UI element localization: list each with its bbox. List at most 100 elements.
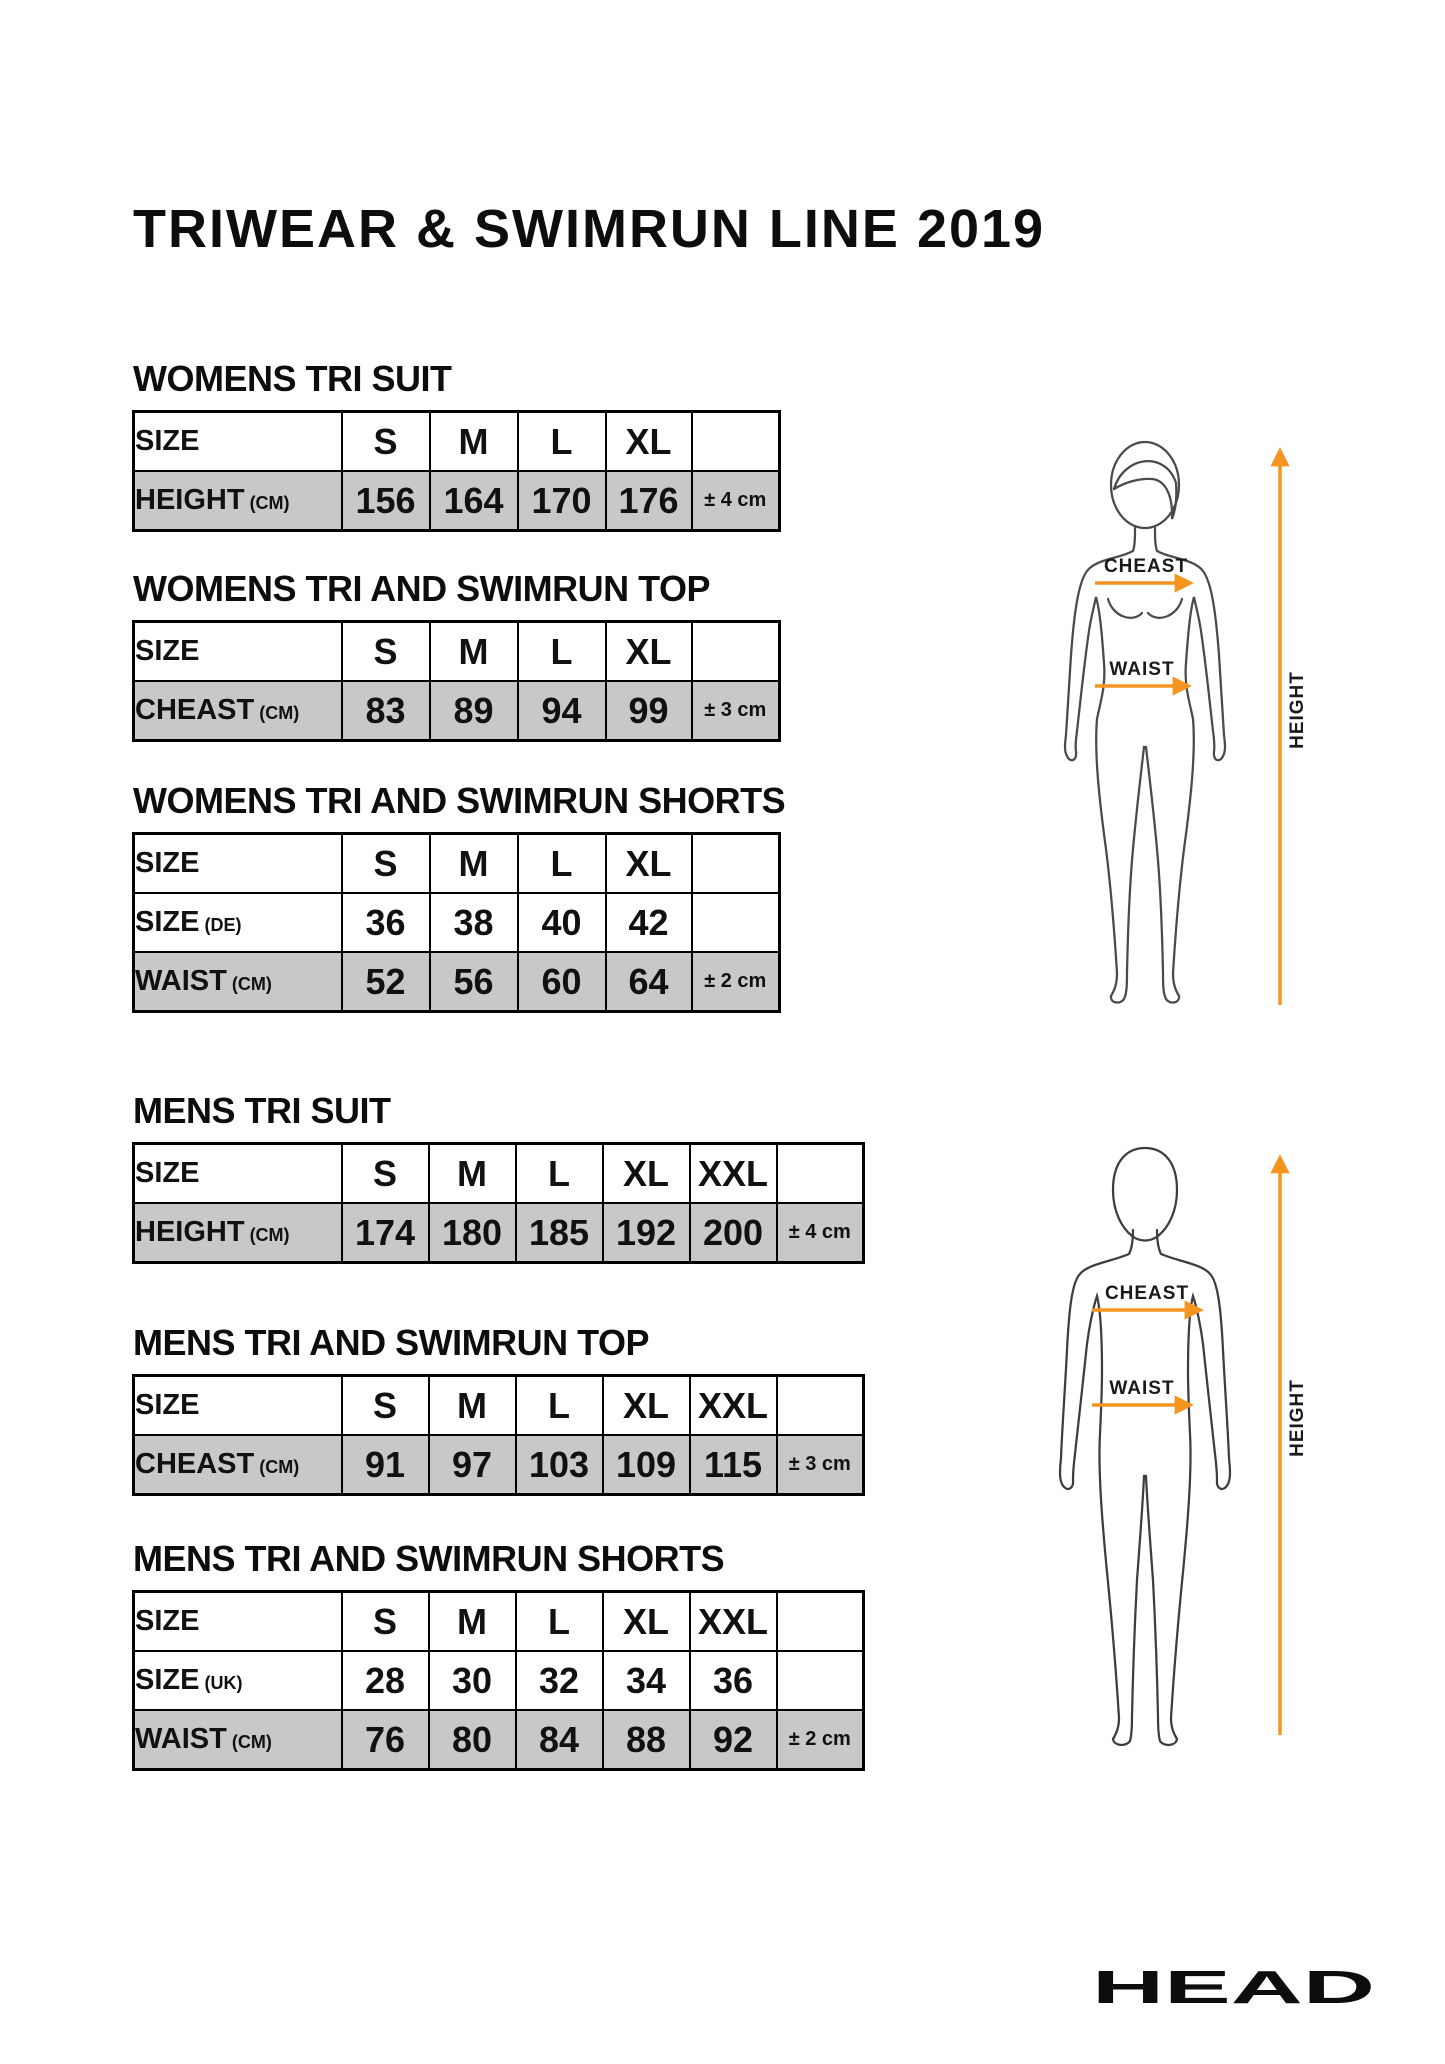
section-heading: MENS TRI SUIT	[133, 1090, 391, 1131]
size-header-label: SIZE	[132, 1374, 343, 1436]
row-unit: (CM)	[249, 493, 290, 513]
value-cell: 200	[688, 1202, 778, 1264]
table-row-cheast: CHEAST (CM) 83 89 94 99 ± 3 cm	[132, 680, 781, 742]
size-header-label: SIZE	[132, 1142, 343, 1204]
value-cell: 170	[516, 470, 607, 532]
size-col-m: M	[427, 1142, 517, 1204]
size-col-m: M	[427, 1590, 517, 1652]
value-cell: 76	[340, 1709, 430, 1771]
row-unit: (CM)	[249, 1225, 290, 1245]
row-label: HEIGHT	[135, 1216, 245, 1248]
table-header-row: SIZE S M L XL XXL	[132, 1590, 865, 1652]
row-label: CHEAST	[135, 1448, 255, 1480]
value-cell: 94	[516, 680, 607, 742]
size-col-xl: XL	[604, 832, 693, 894]
size-col-s: S	[340, 1142, 430, 1204]
value-cell: 38	[428, 892, 519, 953]
value-cell: 60	[516, 951, 607, 1013]
tolerance-header-cell	[690, 832, 781, 894]
size-col-xxl: XXL	[688, 1142, 778, 1204]
size-col-l: L	[514, 1374, 604, 1436]
value-cell: 28	[340, 1650, 430, 1711]
table-header-row: SIZE S M L XL XXL	[132, 1142, 865, 1204]
tolerance-cell	[690, 892, 781, 953]
size-col-m: M	[428, 620, 519, 682]
tolerance-header-cell	[690, 410, 781, 472]
female-measurement-arrows	[1095, 447, 1290, 1005]
value-cell: 36	[688, 1650, 778, 1711]
value-cell: 88	[601, 1709, 691, 1771]
row-label-cell: HEIGHT (CM)	[132, 470, 343, 532]
height-label: HEIGHT	[1287, 671, 1308, 749]
row-unit: (DE)	[204, 915, 242, 935]
waist-label: WAIST	[1109, 1378, 1174, 1399]
row-label: CHEAST	[135, 694, 255, 726]
size-col-l: L	[516, 410, 607, 472]
table-header-row: SIZE S M L XL	[132, 832, 781, 894]
value-cell: 97	[427, 1434, 517, 1496]
size-header-label: SIZE	[132, 410, 343, 472]
value-cell: 42	[604, 892, 693, 953]
tolerance-cell	[775, 1650, 865, 1711]
row-unit: (CM)	[231, 1732, 272, 1752]
value-cell: 89	[428, 680, 519, 742]
size-header-label: SIZE	[132, 1590, 343, 1652]
page-title: TRIWEAR & SWIMRUN LINE 2019	[133, 199, 1046, 259]
head-logo: HEAD	[1092, 1962, 1375, 2012]
tolerance-cell: ± 4 cm	[690, 470, 781, 532]
row-label: WAIST	[135, 1723, 227, 1755]
size-col-xl: XL	[604, 410, 693, 472]
size-header-label: SIZE	[132, 620, 343, 682]
table-row-height: HEIGHT (CM) 174 180 185 192 200 ± 4 cm	[132, 1202, 865, 1264]
waist-label: WAIST	[1109, 659, 1174, 680]
section-heading: MENS TRI AND SWIMRUN SHORTS	[133, 1538, 725, 1579]
section-womens-tri-suit: WOMENS TRI SUIT SIZE S M L XL HEIGHT (CM)…	[132, 358, 781, 532]
tolerance-cell: ± 2 cm	[690, 951, 781, 1013]
size-col-l: L	[516, 832, 607, 894]
table-row-height: HEIGHT (CM) 156 164 170 176 ± 4 cm	[132, 470, 781, 532]
value-cell: 156	[340, 470, 431, 532]
size-col-s: S	[340, 410, 431, 472]
tolerance-cell: ± 2 cm	[775, 1709, 865, 1771]
value-cell: 84	[514, 1709, 604, 1771]
size-table: SIZE S M L XL HEIGHT (CM) 156 164 170 176…	[132, 410, 781, 532]
value-cell: 36	[340, 892, 431, 953]
row-label: SIZE	[135, 1664, 200, 1696]
value-cell: 34	[601, 1650, 691, 1711]
section-heading: MENS TRI AND SWIMRUN TOP	[133, 1322, 650, 1363]
row-label-cell: HEIGHT (CM)	[132, 1202, 343, 1264]
head-logo-text: HEAD	[1092, 1962, 1375, 2012]
row-label-cell: WAIST (CM)	[132, 1709, 343, 1771]
tolerance-cell: ± 4 cm	[775, 1202, 865, 1264]
value-cell: 109	[601, 1434, 691, 1496]
height-label: HEIGHT	[1287, 1379, 1308, 1457]
row-unit: (UK)	[204, 1673, 243, 1693]
table-header-row: SIZE S M L XL	[132, 410, 781, 472]
table-row-cheast: CHEAST (CM) 91 97 103 109 115 ± 3 cm	[132, 1434, 865, 1496]
size-col-xxl: XXL	[688, 1374, 778, 1436]
size-table: SIZE S M L XL XXL SIZE (UK) 28 30 32 34 3…	[132, 1590, 865, 1771]
size-col-m: M	[428, 410, 519, 472]
table-row-waist: WAIST (CM) 52 56 60 64 ± 2 cm	[132, 951, 781, 1013]
male-body-outline	[1058, 1146, 1232, 1746]
section-heading: WOMENS TRI AND SWIMRUN SHORTS	[133, 780, 786, 821]
section-womens-top: WOMENS TRI AND SWIMRUN TOP SIZE S M L XL…	[132, 568, 781, 742]
chest-label: CHEAST	[1105, 1283, 1189, 1304]
value-cell: 174	[340, 1202, 430, 1264]
size-header-label: SIZE	[132, 832, 343, 894]
table-header-row: SIZE S M L XL	[132, 620, 781, 682]
tolerance-header-cell	[775, 1590, 865, 1652]
section-womens-shorts: WOMENS TRI AND SWIMRUN SHORTS SIZE S M L…	[132, 780, 786, 1013]
value-cell: 180	[427, 1202, 517, 1264]
tolerance-cell: ± 3 cm	[775, 1434, 865, 1496]
size-table: SIZE S M L XL SIZE (DE) 36 38 40 42 WAIST…	[132, 832, 781, 1013]
size-col-s: S	[340, 1374, 430, 1436]
row-label-cell: SIZE (UK)	[132, 1650, 343, 1711]
row-label: HEIGHT	[135, 484, 245, 516]
value-cell: 92	[688, 1709, 778, 1771]
value-cell: 164	[428, 470, 519, 532]
value-cell: 115	[688, 1434, 778, 1496]
tolerance-header-cell	[775, 1142, 865, 1204]
value-cell: 64	[604, 951, 693, 1013]
value-cell: 103	[514, 1434, 604, 1496]
